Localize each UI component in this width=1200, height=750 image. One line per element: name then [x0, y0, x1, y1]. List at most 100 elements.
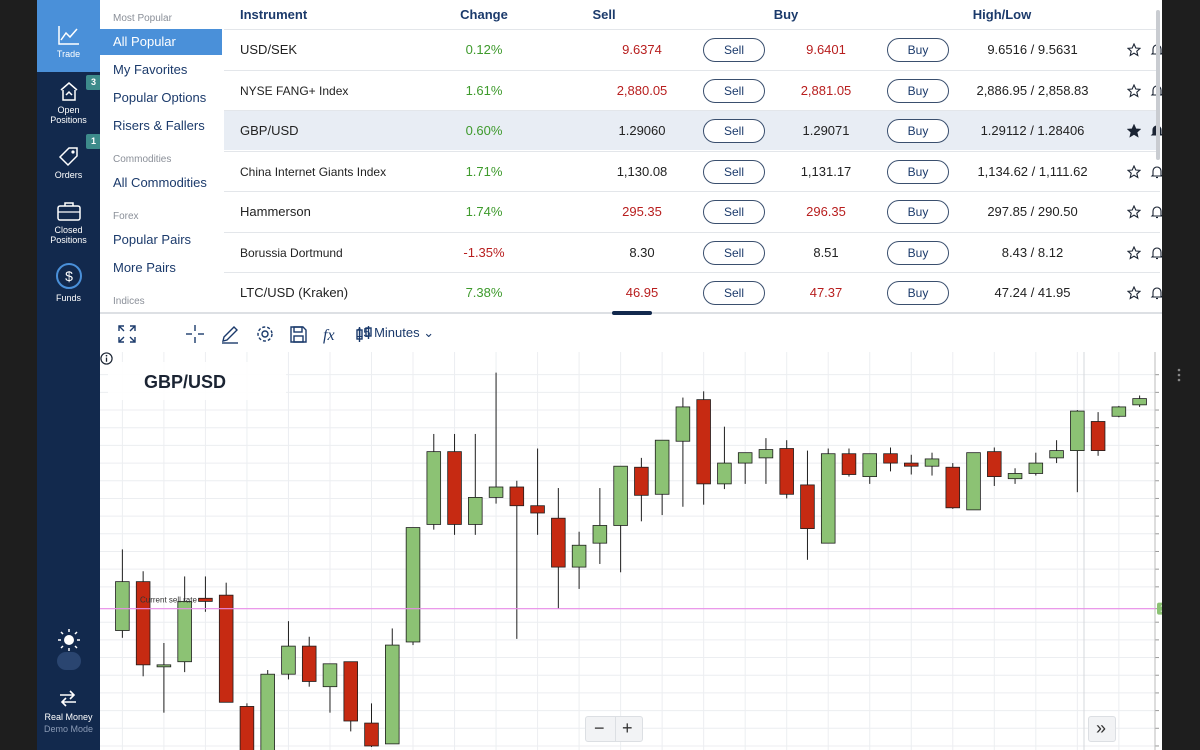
table-row[interactable]: GBP/USD 0.60% 1.29060 Sell 1.29071 Buy 1… [224, 110, 1162, 150]
demo-mode-label[interactable]: Demo Mode [43, 724, 94, 734]
nav-open-positions[interactable]: Open Positions [37, 80, 100, 130]
instrument-name[interactable]: USD/SEK [240, 42, 298, 57]
high-low-value: 1,134.62 / 1,111.62 [977, 163, 1088, 179]
timeframe-dropdown[interactable]: 15 Minutes ⌄ [356, 325, 434, 341]
fullscreen-icon[interactable] [117, 324, 137, 344]
save-icon[interactable] [288, 324, 308, 344]
header-sell[interactable]: Sell [592, 7, 616, 22]
menu-popular-pairs[interactable]: Popular Pairs [113, 232, 192, 247]
candle-up [156, 664, 172, 668]
crosshair-icon[interactable] [185, 324, 205, 344]
favorite-star-icon[interactable] [1126, 83, 1142, 103]
alert-bell-icon[interactable] [1150, 165, 1162, 184]
buy-button[interactable]: Buy [887, 38, 949, 62]
nav-orders[interactable]: Orders [37, 145, 100, 185]
nav-funds-label: Funds [55, 293, 81, 303]
sell-button[interactable]: Sell [703, 200, 765, 224]
menu-head-popular: Most Popular [113, 13, 172, 24]
menu-more-pairs[interactable]: More Pairs [113, 260, 176, 275]
chart-canvas[interactable]: 1.292851.292681.292511.292341.292171.292… [100, 352, 1162, 750]
nav-trade[interactable]: Trade [37, 0, 100, 72]
favorite-star-icon[interactable] [1126, 245, 1142, 265]
buy-button[interactable]: Buy [887, 200, 949, 224]
high-low-value: 8.43 / 8.12 [1001, 244, 1064, 260]
menu-all-popular[interactable]: All Popular [100, 29, 222, 55]
sell-price: 9.6374 [622, 42, 662, 57]
header-change[interactable]: Change [460, 7, 508, 22]
candle-up [260, 673, 275, 750]
buy-price: 296.35 [806, 204, 846, 219]
candle-down [841, 453, 857, 475]
alert-bell-icon[interactable] [1150, 205, 1162, 224]
scroll-to-latest-button[interactable]: » [1088, 716, 1116, 742]
candle-up [966, 452, 981, 511]
device-menu-icon [1177, 368, 1181, 382]
candle-up [737, 452, 753, 464]
candle-up [571, 544, 587, 568]
alert-bell-icon[interactable] [1150, 286, 1162, 305]
sell-button[interactable]: Sell [703, 159, 765, 184]
candlestick-type-icon[interactable] [354, 324, 374, 344]
candle-down [696, 399, 711, 485]
instrument-name[interactable]: NYSE FANG+ Index [240, 83, 349, 98]
header-high-low[interactable]: High/Low [972, 7, 1032, 22]
table-row[interactable]: LTC/USD (Kraken) 7.38% 46.95 Sell 47.37 … [224, 272, 1162, 312]
candle-up [1132, 398, 1147, 406]
nav-closed-positions[interactable]: Closed Positions [37, 200, 100, 246]
sell-button[interactable]: Sell [703, 281, 765, 305]
theme-toggle-track[interactable] [57, 652, 81, 670]
table-scrollbar[interactable] [1156, 10, 1160, 160]
instrument-name[interactable]: China Internet Giants Index [240, 164, 387, 179]
buy-button[interactable]: Buy [887, 78, 949, 103]
favorite-star-icon[interactable] [1126, 164, 1142, 184]
category-menu: Most Popular All Popular My Favorites Po… [100, 0, 285, 312]
sell-button[interactable]: Sell [703, 78, 765, 103]
sell-price: 2,880.05 [616, 82, 668, 98]
menu-my-favorites[interactable]: My Favorites [113, 62, 188, 77]
buy-button[interactable]: Buy [887, 281, 949, 305]
table-row[interactable]: NYSE FANG+ Index 1.61% 2,880.05 Sell 2,8… [224, 69, 1162, 110]
theme-toggle-icon[interactable] [57, 628, 81, 652]
header-buy[interactable]: Buy [773, 7, 799, 22]
alert-bell-icon[interactable] [1150, 246, 1162, 265]
menu-risers-fallers[interactable]: Risers & Fallers [113, 118, 205, 133]
table-row[interactable]: Borussia Dortmund -1.35% 8.30 Sell 8.51 … [224, 231, 1162, 272]
instrument-name[interactable]: Hammerson [240, 204, 311, 219]
menu-all-commodities[interactable]: All Commodities [113, 175, 207, 190]
table-row[interactable]: Hammerson 1.74% 295.35 Sell 296.35 Buy 2… [224, 191, 1162, 231]
sell-button[interactable]: Sell [703, 119, 765, 143]
buy-button[interactable]: Buy [887, 119, 949, 143]
info-icon[interactable] [100, 352, 113, 365]
candle-up [717, 462, 732, 485]
table-row[interactable]: USD/SEK 0.12% 9.6374 Sell 9.6401 Buy 9.6… [224, 29, 1162, 69]
table-row[interactable]: China Internet Giants Index 1.71% 1,130.… [224, 150, 1162, 191]
app-screen: Trade Open Positions 3 Orders 1 Closed P… [37, 0, 1162, 750]
favorite-star-icon[interactable] [1126, 42, 1142, 62]
sell-button[interactable]: Sell [703, 240, 765, 265]
header-instrument[interactable]: Instrument [240, 7, 308, 22]
favorite-star-icon[interactable] [1126, 123, 1142, 143]
resize-handle[interactable] [612, 311, 652, 315]
switch-mode-icon[interactable] [57, 688, 79, 708]
nav-trade-label: Trade [56, 49, 81, 59]
buy-button[interactable]: Buy [887, 240, 949, 265]
instrument-name[interactable]: GBP/USD [240, 123, 299, 138]
menu-popular-options[interactable]: Popular Options [113, 90, 207, 105]
candle-up [924, 458, 940, 467]
nav-funds[interactable]: $ Funds [37, 262, 100, 303]
settings-gear-icon[interactable] [255, 324, 275, 344]
draw-pencil-icon[interactable] [220, 324, 240, 344]
tag-icon [58, 147, 78, 167]
sell-button[interactable]: Sell [703, 38, 765, 62]
zoom-in-button[interactable]: + [622, 718, 633, 738]
candle-up [862, 453, 877, 478]
instrument-name[interactable]: LTC/USD (Kraken) [240, 285, 349, 300]
favorite-star-icon[interactable] [1126, 285, 1142, 305]
instrument-name[interactable]: Borussia Dortmund [240, 245, 343, 260]
zoom-out-button[interactable]: − [594, 718, 605, 738]
buy-button[interactable]: Buy [887, 159, 949, 184]
favorite-star-icon[interactable] [1126, 204, 1142, 224]
price-chart[interactable]: 1.292851.292681.292511.292341.292171.292… [100, 352, 1162, 750]
real-money-label[interactable]: Real Money [44, 712, 93, 722]
function-icon[interactable]: fx [321, 324, 341, 344]
